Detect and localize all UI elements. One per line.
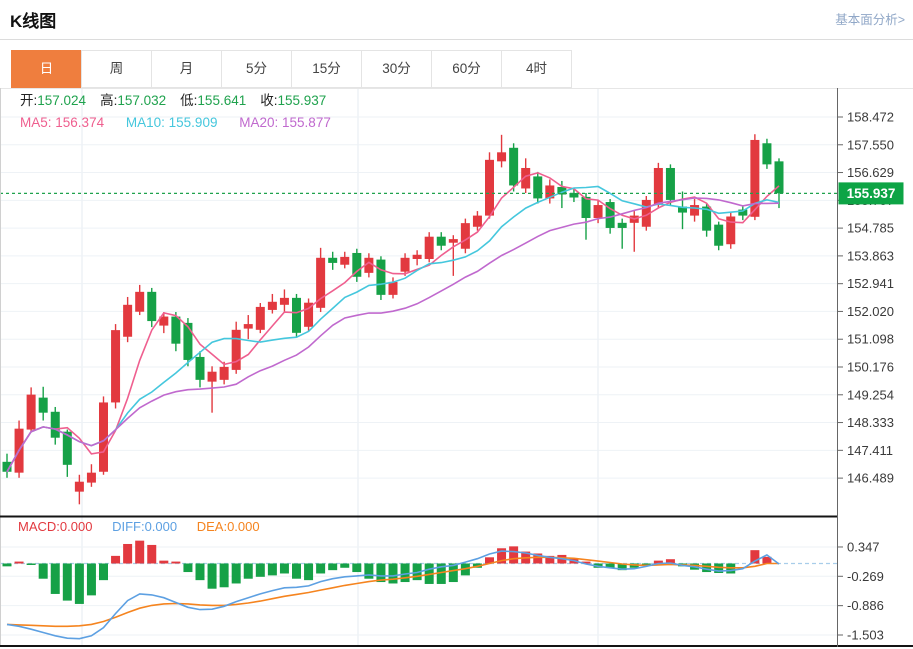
tab-60分[interactable]: 60分	[431, 50, 502, 88]
diff-label: DIFF:	[112, 519, 145, 534]
ma20-line	[6, 197, 780, 473]
tab-5分[interactable]: 5分	[221, 50, 292, 88]
svg-text:153.863: 153.863	[847, 248, 894, 263]
ma5-label: MA5:	[20, 115, 52, 130]
svg-text:152.941: 152.941	[847, 276, 894, 291]
candles-group	[2, 134, 784, 505]
kline-chart-svg[interactable]: 158.472157.550156.629155.707154.785153.8…	[0, 88, 913, 649]
high-value: 157.032	[117, 93, 167, 108]
macd-value: 0.000	[59, 519, 93, 534]
high-label: 高:	[100, 93, 118, 108]
tab-30分[interactable]: 30分	[361, 50, 432, 88]
svg-text:158.472: 158.472	[847, 109, 894, 124]
tab-日[interactable]: 日	[11, 50, 82, 88]
ma5-line	[6, 171, 780, 473]
dea-value: 0.000	[227, 519, 260, 534]
open-label: 开:	[20, 93, 38, 108]
svg-text:152.020: 152.020	[847, 304, 894, 319]
svg-text:151.098: 151.098	[847, 332, 894, 347]
close-label: 收:	[260, 93, 278, 108]
svg-text:154.785: 154.785	[847, 221, 894, 236]
ma5-value: 156.374	[55, 115, 105, 130]
svg-text:-0.269: -0.269	[847, 569, 884, 584]
low-value: 155.641	[197, 93, 247, 108]
svg-text:157.550: 157.550	[847, 137, 894, 152]
tab-周[interactable]: 周	[81, 50, 152, 88]
macd-histogram	[2, 540, 772, 604]
svg-text:149.254: 149.254	[847, 387, 894, 402]
page-header: K线图 基本面分析>	[0, 0, 913, 40]
tab-4时[interactable]: 4时	[501, 50, 572, 88]
macd-label: MACD:	[18, 519, 60, 534]
tab-15分[interactable]: 15分	[291, 50, 362, 88]
price-axis-labels: 158.472157.550156.629155.707154.785153.8…	[837, 109, 894, 486]
diff-value: 0.000	[144, 519, 178, 534]
ma20-value: 155.877	[282, 115, 331, 130]
svg-text:156.629: 156.629	[847, 165, 894, 180]
low-label: 低:	[180, 93, 198, 108]
macd-axis-labels: 0.347 -0.269 -0.886 -1.503	[837, 539, 884, 643]
svg-text:146.489: 146.489	[847, 471, 894, 486]
svg-text:147.411: 147.411	[847, 443, 893, 458]
open-value: 157.024	[37, 93, 87, 108]
ma10-value: 155.909	[168, 115, 218, 130]
interval-tabs: 日周月 5分 15分 30分 60分 4时	[11, 50, 572, 88]
dea-label: DEA:	[196, 519, 228, 534]
kline-chart-area: 158.472157.550156.629155.707154.785153.8…	[0, 88, 913, 649]
svg-text:155.937: 155.937	[847, 186, 896, 201]
diff-line	[6, 550, 780, 640]
current-price-badge: 155.937	[838, 182, 904, 205]
svg-text:0.347: 0.347	[847, 539, 880, 554]
svg-text:150.176: 150.176	[847, 360, 894, 375]
close-value: 155.937	[277, 93, 327, 108]
ma10-line	[6, 185, 780, 473]
svg-text:-0.886: -0.886	[847, 598, 884, 613]
fundamental-analysis-link[interactable]: 基本面分析>	[835, 13, 905, 27]
ma10-label: MA10:	[125, 115, 165, 130]
svg-text:-1.503: -1.503	[847, 628, 884, 643]
ma20-label: MA20:	[239, 115, 279, 130]
page-title: K线图	[10, 12, 57, 31]
macd-readout: MACD:0.000 DIFF:0.000 DEA:0.000	[18, 519, 276, 535]
tab-月[interactable]: 月	[151, 50, 222, 88]
ohlc-readout: 开:157.024 高:157.032 低:155.641 收:155.937	[20, 93, 340, 109]
ma-readout: MA5: 156.374 MA10: 155.909 MA20: 155.877	[20, 115, 349, 131]
svg-text:148.333: 148.333	[847, 415, 894, 430]
